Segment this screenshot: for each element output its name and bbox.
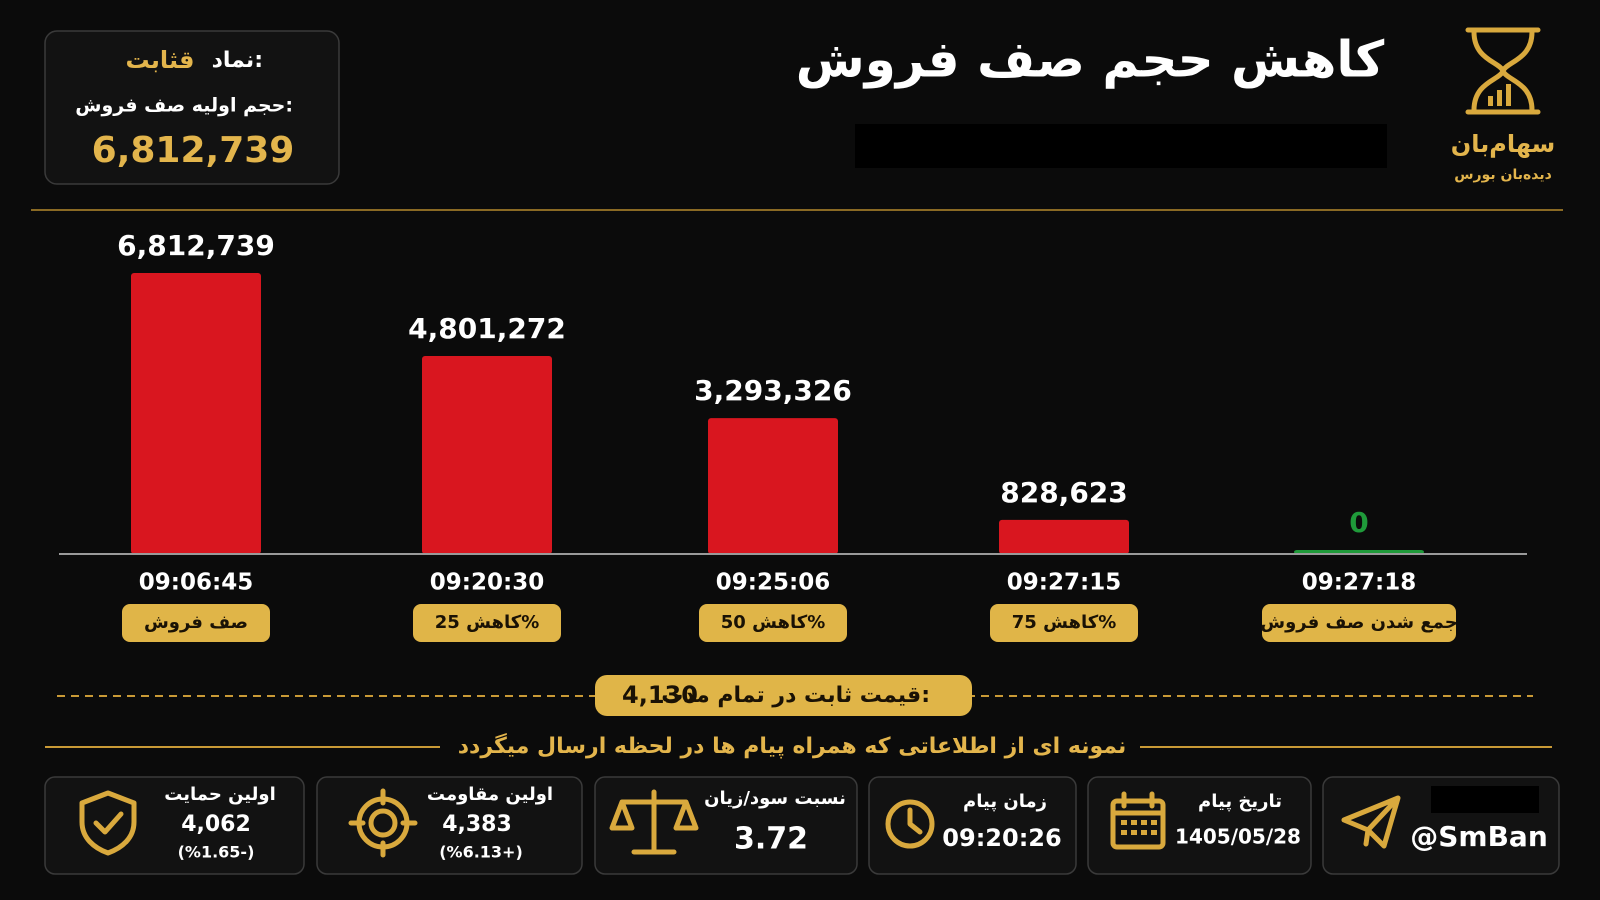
price-label: قیمت ثابت در تمام مدت: [661, 683, 930, 708]
stage-pill [699, 604, 847, 642]
price-pill [595, 675, 972, 716]
card-label: زمان پیام [963, 791, 1047, 812]
chart: 6,812,739 09:06:45 صف فروش 4,801,272 09:20:3… [59, 229, 1527, 642]
info-heading: نمونه ای از اطلاعاتی که همراه پیام ها در… [458, 732, 1127, 759]
initial-value: 6,812,739 [92, 130, 295, 171]
card-change: (%6.13+) [439, 843, 523, 862]
price-value: 4,130 [622, 681, 698, 709]
x-tick-label: 09:20:30 [430, 570, 544, 596]
chart-title: کاهش حجم صف فروش [796, 31, 1385, 90]
card-value: 1405/05/28 [1175, 825, 1301, 849]
card-value: 4,062 [181, 812, 251, 837]
value-label: 4,801,272 [408, 312, 566, 345]
redaction [1431, 786, 1539, 813]
value-label: 828,623 [1000, 476, 1128, 509]
stage-label: صف فروش [144, 612, 248, 633]
scale-icon [609, 789, 699, 855]
stage-label: کاهش 75% [1012, 612, 1117, 633]
stage-label: کاهش 50% [721, 612, 826, 633]
symbol-label: نماد: [212, 48, 263, 73]
card [868, 776, 1077, 875]
card-value: 3.72 [734, 822, 808, 857]
x-tick-label: 09:27:18 [1302, 570, 1416, 596]
card-change: (%1.65-) [178, 843, 255, 862]
bar [422, 355, 552, 554]
x-tick-label: 09:06:45 [139, 570, 253, 596]
card-value: 09:20:26 [942, 824, 1061, 852]
logo-name: سهام‌بان [1451, 130, 1556, 158]
shield-icon [79, 790, 137, 856]
symbol: قثابت [126, 46, 195, 74]
value-label: 6,812,739 [117, 229, 275, 262]
x-tick-label: 09:27:15 [1007, 570, 1121, 596]
target-icon [348, 788, 418, 858]
card-label: اولین حمایت [164, 784, 276, 805]
value-label: 0 [1349, 506, 1368, 539]
stage-label: کاهش 25% [435, 612, 540, 633]
card-label: اولین مقاومت [427, 784, 553, 805]
stage-pill [413, 604, 561, 642]
x-tick-label: 09:25:06 [716, 570, 830, 596]
stage-pill [1262, 604, 1456, 642]
clock-icon [885, 799, 935, 849]
initial-label: حجم اولیه صف فروش: [75, 95, 293, 117]
bar [131, 273, 261, 554]
telegram-icon [1341, 795, 1401, 849]
calendar-icon [1110, 791, 1166, 850]
stage-pill [122, 604, 270, 642]
logo: سهام‌بان دیده‌بان بورس [1451, 27, 1556, 183]
card-value: 4,383 [442, 812, 512, 837]
card-label: نسبت سود/زیان [704, 788, 846, 809]
logo-tagline: دیده‌بان بورس [1454, 167, 1552, 183]
channel: @SmBan [1410, 820, 1548, 853]
redaction [855, 124, 1387, 168]
card-label: تاریخ پیام [1198, 791, 1282, 812]
bar [708, 418, 838, 554]
symbol-box [44, 30, 340, 185]
value-label: 3,293,326 [694, 374, 852, 407]
stage-label: جمع شدن صف فروش [1260, 612, 1457, 633]
bar [999, 519, 1129, 554]
stage-pill [990, 604, 1138, 642]
